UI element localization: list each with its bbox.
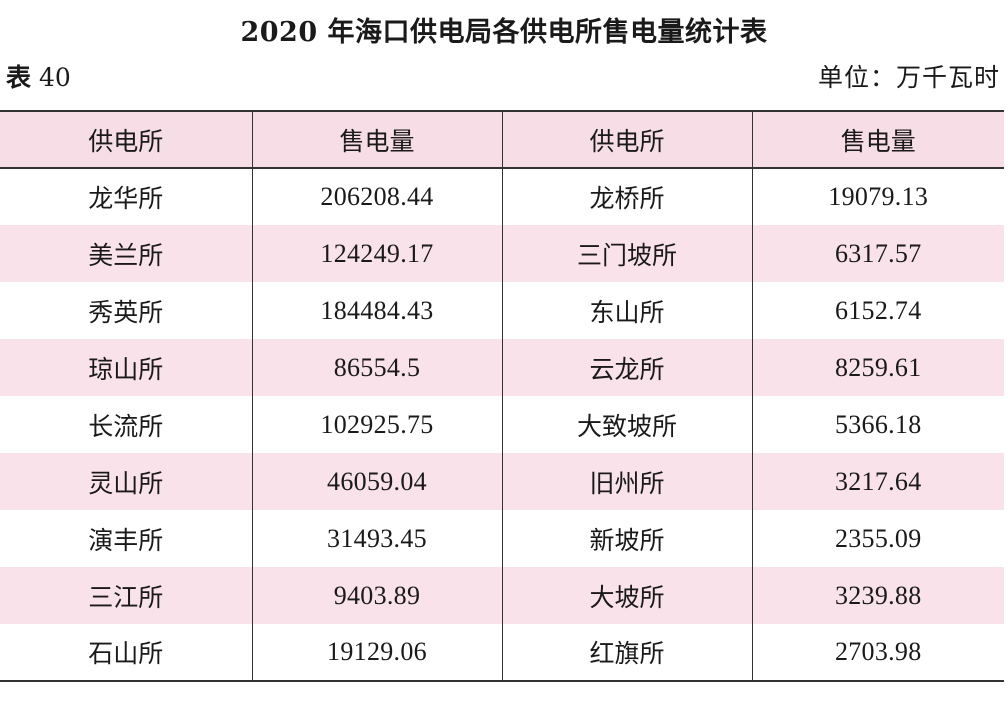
- table-row: 演丰所 31493.45 新坡所 2355.09: [0, 510, 1004, 567]
- table-row: 琼山所 86554.5 云龙所 8259.61: [0, 339, 1004, 396]
- table-row: 石山所 19129.06 红旗所 2703.98: [0, 624, 1004, 681]
- sales-value: 6152.74: [751, 282, 1004, 339]
- sales-value: 102925.75: [251, 396, 503, 453]
- sales-value: 9403.89: [251, 567, 503, 624]
- station-name: 东山所: [501, 282, 753, 339]
- station-name: 大致坡所: [501, 396, 753, 453]
- station-name: 秀英所: [0, 282, 253, 339]
- page-title: 2020 年海口供电局各供电所售电量统计表: [240, 17, 768, 48]
- sales-value: 19079.13: [751, 168, 1004, 225]
- sales-table: 供电所 售电量 供电所 售电量 龙华所 206208.44 龙桥所 19079.…: [0, 110, 1004, 682]
- table-label-number: 40: [38, 63, 71, 92]
- table-row: 三江所 9403.89 大坡所 3239.88: [0, 567, 1004, 624]
- station-name: 琼山所: [0, 339, 253, 396]
- station-name: 龙桥所: [501, 168, 753, 225]
- sales-value: 2703.98: [751, 624, 1004, 681]
- table-row: 秀英所 184484.43 东山所 6152.74: [0, 282, 1004, 339]
- sales-value: 184484.43: [251, 282, 503, 339]
- station-name: 红旗所: [501, 624, 753, 681]
- station-name: 美兰所: [0, 225, 253, 282]
- station-name: 云龙所: [501, 339, 753, 396]
- station-name: 三门坡所: [501, 225, 753, 282]
- sales-value: 31493.45: [251, 510, 503, 567]
- header-sales-left: 售电量: [251, 111, 503, 168]
- station-name: 长流所: [0, 396, 253, 453]
- station-name: 三江所: [0, 567, 253, 624]
- station-name: 演丰所: [0, 510, 253, 567]
- header-station-left: 供电所: [0, 111, 253, 168]
- sales-value: 46059.04: [251, 453, 503, 510]
- sales-value: 6317.57: [751, 225, 1004, 282]
- table-row: 龙华所 206208.44 龙桥所 19079.13: [0, 168, 1004, 225]
- sales-value: 124249.17: [251, 225, 503, 282]
- unit-label: 单位：万千瓦时: [817, 63, 1000, 92]
- sales-value: 2355.09: [751, 510, 1004, 567]
- station-name: 旧州所: [501, 453, 753, 510]
- station-name: 灵山所: [0, 453, 253, 510]
- sales-value: 19129.06: [251, 624, 503, 681]
- table-label-prefix: 表: [6, 63, 32, 92]
- header-station-right: 供电所: [501, 111, 753, 168]
- sales-value: 8259.61: [751, 339, 1004, 396]
- table-row: 灵山所 46059.04 旧州所 3217.64: [0, 453, 1004, 510]
- station-name: 龙华所: [0, 168, 253, 225]
- sales-value: 206208.44: [251, 168, 503, 225]
- station-name: 新坡所: [501, 510, 753, 567]
- station-name: 大坡所: [501, 567, 753, 624]
- sales-value: 3217.64: [751, 453, 1004, 510]
- station-name: 石山所: [0, 624, 253, 681]
- header-sales-right: 售电量: [751, 111, 1004, 168]
- sales-value: 5366.18: [751, 396, 1004, 453]
- table-row: 美兰所 124249.17 三门坡所 6317.57: [0, 225, 1004, 282]
- sales-value: 3239.88: [751, 567, 1004, 624]
- sales-value: 86554.5: [251, 339, 503, 396]
- table-header-row: 供电所 售电量 供电所 售电量: [0, 111, 1004, 168]
- table-row: 长流所 102925.75 大致坡所 5366.18: [0, 396, 1004, 453]
- table-number: 表 40: [6, 60, 71, 96]
